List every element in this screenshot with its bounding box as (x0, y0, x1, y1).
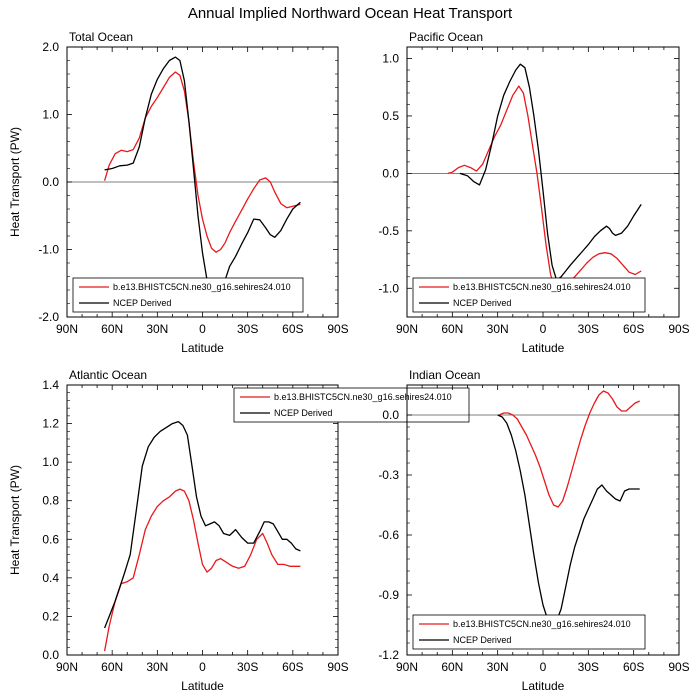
y-tick-label: 2.0 (42, 40, 59, 54)
x-tick-label: 60N (441, 660, 463, 674)
legend-entry: b.e13.BHISTC5CN.ne30_g16.sehires24.010 (453, 282, 631, 292)
y-tick-label: 0.4 (42, 571, 59, 585)
x-axis-label: Latitude (181, 341, 224, 355)
panel-pacific-ocean: 90N 60N 30N 0 30S 60S 90S 1.0 0.5 0.0 -0.5 -1.0 Paci… (378, 30, 689, 355)
legend-entry: NCEP Derived (274, 408, 332, 418)
y-tick-label: 1.0 (42, 455, 59, 469)
series-line-ncep (103, 420, 301, 629)
series-line-model (498, 390, 640, 508)
x-tick-label: 90S (668, 660, 689, 674)
x-tick-label: 60S (623, 322, 644, 336)
y-tick-label: -2.0 (38, 310, 59, 324)
y-tick-label: -0.5 (378, 224, 399, 238)
x-tick-label: 30N (487, 322, 509, 336)
x-tick-label: 90S (668, 322, 689, 336)
x-tick-label: 60N (101, 322, 123, 336)
panel-title: Atlantic Ocean (69, 368, 147, 382)
x-tick-label: 30S (237, 322, 258, 336)
y-tick-label: -1.0 (378, 281, 399, 295)
y-tick-label: -0.9 (378, 588, 399, 602)
legend-entry: b.e13.BHISTC5CN.ne30_g16.sehires24.010 (113, 282, 291, 292)
panel-total-ocean: 90N 60N 30N 0 30S 60S 90S 2.0 1.0 0.0 -1.0 -2.0 Tota… (8, 30, 349, 355)
panel-title: Indian Ocean (409, 368, 480, 382)
x-tick-label: 60N (101, 660, 123, 674)
y-tick-label: 0.6 (42, 532, 59, 546)
legend-entry: NCEP Derived (113, 298, 171, 308)
x-tick-label: 0 (199, 322, 206, 336)
y-axis-label: Heat Transport (PW) (8, 465, 22, 575)
panel-indian-ocean: 90N 60N 30N 0 30S 60S 90S 0.0 -0.3 -0.6 -0.9 -1.2 In… (378, 368, 689, 693)
x-tick-label: 30N (146, 660, 168, 674)
legend: b.e13.BHISTC5CN.ne30_g16.sehires24.010 NC… (72, 277, 304, 313)
figure-title: Annual Implied Northward Ocean Heat Tran… (188, 5, 513, 22)
panel-title: Pacific Ocean (409, 30, 483, 44)
x-tick-label: 60S (282, 660, 303, 674)
y-tick-label: -0.3 (378, 468, 399, 482)
y-tick-label: 0.0 (382, 408, 399, 422)
x-tick-label: 90S (327, 322, 348, 336)
legend: b.e13.BHISTC5CN.ne30_g16.sehires24.010 NC… (412, 277, 646, 313)
x-tick-label: 90N (56, 322, 78, 336)
x-tick-label: 0 (199, 660, 206, 674)
series-line-ncep (459, 63, 642, 281)
x-tick-label: 30N (487, 660, 509, 674)
y-tick-label: 0.0 (42, 175, 59, 189)
x-tick-label: 0 (540, 660, 547, 674)
y-tick-label: -1.2 (378, 648, 399, 662)
x-tick-label: 60S (282, 322, 303, 336)
x-tick-label: 30S (578, 660, 599, 674)
series-line-ncep (497, 414, 640, 626)
x-tick-label: 30N (146, 322, 168, 336)
panel-atlantic-ocean: 90N 60N 30N 0 30S 60S 90S 1.4 1.2 1.0 0.8 0.6 0.4 0.2… (8, 368, 470, 693)
panels: 90N 60N 30N 0 30S 60S 90S 2.0 1.0 0.0 -1.0 -2.0 Tota… (8, 30, 690, 693)
y-tick-label: -1.0 (38, 243, 59, 257)
legend-box (412, 614, 646, 650)
x-axis-label: Latitude (522, 679, 565, 693)
y-tick-label: 1.0 (42, 108, 59, 122)
y-axis-label: Heat Transport (PW) (8, 127, 22, 237)
series-line-ncep (104, 56, 301, 295)
x-tick-label: 60N (441, 322, 463, 336)
y-tick-label: 1.4 (42, 378, 59, 392)
y-tick-label: 0.5 (382, 109, 399, 123)
plot-frame (406, 384, 680, 656)
series-line-model (103, 488, 301, 652)
x-tick-label: 90N (396, 660, 418, 674)
legend-entry: NCEP Derived (453, 298, 511, 308)
y-tick-label: 1.0 (382, 51, 399, 65)
y-tick-label: 0.0 (382, 166, 399, 180)
x-tick-label: 30S (578, 322, 599, 336)
legend-box (233, 387, 470, 423)
legend-entry: b.e13.BHISTC5CN.ne30_g16.sehires24.010 (274, 392, 452, 402)
x-tick-label: 60S (623, 660, 644, 674)
x-tick-label: 90N (396, 322, 418, 336)
legend: b.e13.BHISTC5CN.ne30_g16.sehires24.010 NC… (412, 614, 646, 650)
legend-entry: NCEP Derived (453, 635, 511, 645)
x-tick-label: 0 (540, 322, 547, 336)
y-tick-label: 0.0 (42, 648, 59, 662)
y-tick-label: -0.6 (378, 528, 399, 542)
series-line-model (103, 71, 301, 253)
y-tick-label: 0.2 (42, 609, 59, 623)
y-tick-label: 1.2 (42, 417, 59, 431)
panel-title: Total Ocean (69, 30, 133, 44)
x-tick-label: 90N (56, 660, 78, 674)
legend-box (72, 277, 304, 313)
legend-entry: b.e13.BHISTC5CN.ne30_g16.sehires24.010 (453, 619, 631, 629)
y-tick-label: 0.8 (42, 494, 59, 508)
x-tick-label: 90S (327, 660, 348, 674)
plot-frame (406, 46, 680, 318)
legend: b.e13.BHISTC5CN.ne30_g16.sehires24.010 NC… (233, 387, 470, 423)
x-axis-label: Latitude (522, 341, 565, 355)
series-line-model (447, 85, 642, 295)
legend-box (412, 277, 646, 313)
x-tick-label: 30S (237, 660, 258, 674)
x-axis-label: Latitude (181, 679, 224, 693)
